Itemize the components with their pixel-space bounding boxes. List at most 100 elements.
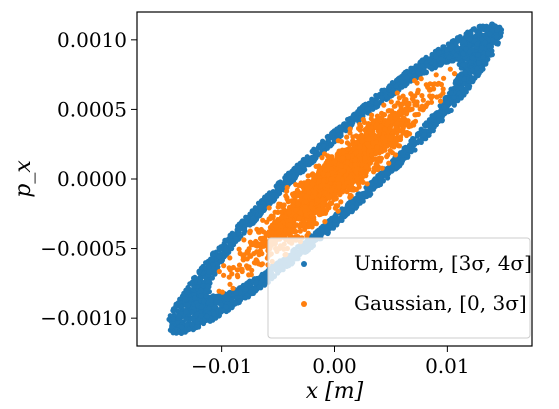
scatter-point [258,204,264,210]
scatter-point [303,193,309,199]
scatter-point [332,205,338,211]
scatter-point [428,65,435,71]
scatter-point [236,262,243,268]
scatter-point [403,111,410,117]
scatter-point [347,126,353,132]
scatter-point [267,216,273,222]
scatter-point [369,152,375,159]
scatter-point [393,125,399,131]
scatter-point [293,207,299,213]
scatter-point [378,179,384,186]
scatter-point [362,155,368,161]
scatter-point [345,116,351,123]
scatter-point [191,284,197,290]
scatter-point [228,238,234,244]
scatter-point [386,170,392,176]
scatter-point [206,269,212,275]
scatter-point [436,118,442,124]
scatter-point [486,43,492,49]
scatter-point [373,150,379,156]
scatter-point [458,85,464,91]
scatter-point [275,181,281,187]
scatter-point [474,41,480,47]
scatter-point [483,27,490,33]
scatter-point [373,104,379,110]
scatter-point [229,305,235,311]
scatter-point [402,83,408,89]
scatter-point [370,119,376,126]
legend-box [267,237,531,339]
scatter-point [420,107,426,113]
scatter-point [376,115,382,121]
scatter-point [468,59,474,65]
scatter-point [398,105,404,112]
scatter-point [248,253,254,259]
scatter-point [435,112,442,118]
scatter-point [302,208,308,214]
scatter-point [287,222,293,228]
scatter-point [269,224,276,230]
scatter-point [201,298,207,305]
scatter-point [361,146,367,152]
scatter-point [384,154,390,160]
scatter-point [373,139,379,145]
scatter-point [223,292,229,298]
scatter-point [286,174,292,180]
scatter-point [313,209,319,215]
scatter-point [293,228,299,235]
scatter-point [205,279,211,285]
scatter-point [396,143,403,149]
x-tick-label: 0.01 [425,354,470,378]
scatter-point [373,92,379,99]
scatter-point [393,136,399,142]
scatter-point [290,191,296,197]
scatter-point [461,38,467,44]
scatter-point [441,104,447,110]
scatter-point [203,293,209,299]
scatter-point [462,69,468,75]
scatter-point [389,150,395,156]
scatter-point [360,179,366,185]
scatter-point [194,324,200,330]
scatter-point [423,69,429,76]
scatter-point [206,263,212,270]
scatter-point [325,136,331,142]
scatter-point [411,98,417,104]
scatter-point [216,245,222,251]
scatter-point [391,111,397,117]
scatter-point [221,272,227,278]
scatter-point [329,130,335,136]
scatter-point [183,309,189,315]
scatter-point [404,75,410,81]
scatter-point [403,106,409,112]
series-uniform-points [166,21,505,336]
scatter-point [360,169,366,175]
scatter-point [340,188,346,194]
scatter-point [436,50,442,56]
scatter-point [346,146,352,152]
scatter-point [322,219,328,225]
scatter-point [230,285,236,291]
scatter-point [218,258,224,265]
scatter-point [415,70,421,76]
scatter-point [185,285,192,291]
scatter-point [400,125,406,131]
scatter-point [190,316,196,322]
scatter-point [361,119,367,125]
scatter-point [381,87,387,93]
scatter-point [179,324,185,330]
scatter-point [284,184,290,191]
scatter-point [357,127,363,133]
scatter-point [292,165,298,171]
scatter-point [489,37,495,44]
scatter-point [356,181,362,187]
scatter-point [237,226,243,232]
scatter-point [170,306,177,312]
scatter-point [176,313,182,319]
scatter-points [166,21,505,336]
scatter-point [379,110,385,116]
scatter-point [395,160,401,166]
scatter-point [385,165,391,171]
scatter-point [406,142,413,148]
scatter-point [375,167,381,173]
